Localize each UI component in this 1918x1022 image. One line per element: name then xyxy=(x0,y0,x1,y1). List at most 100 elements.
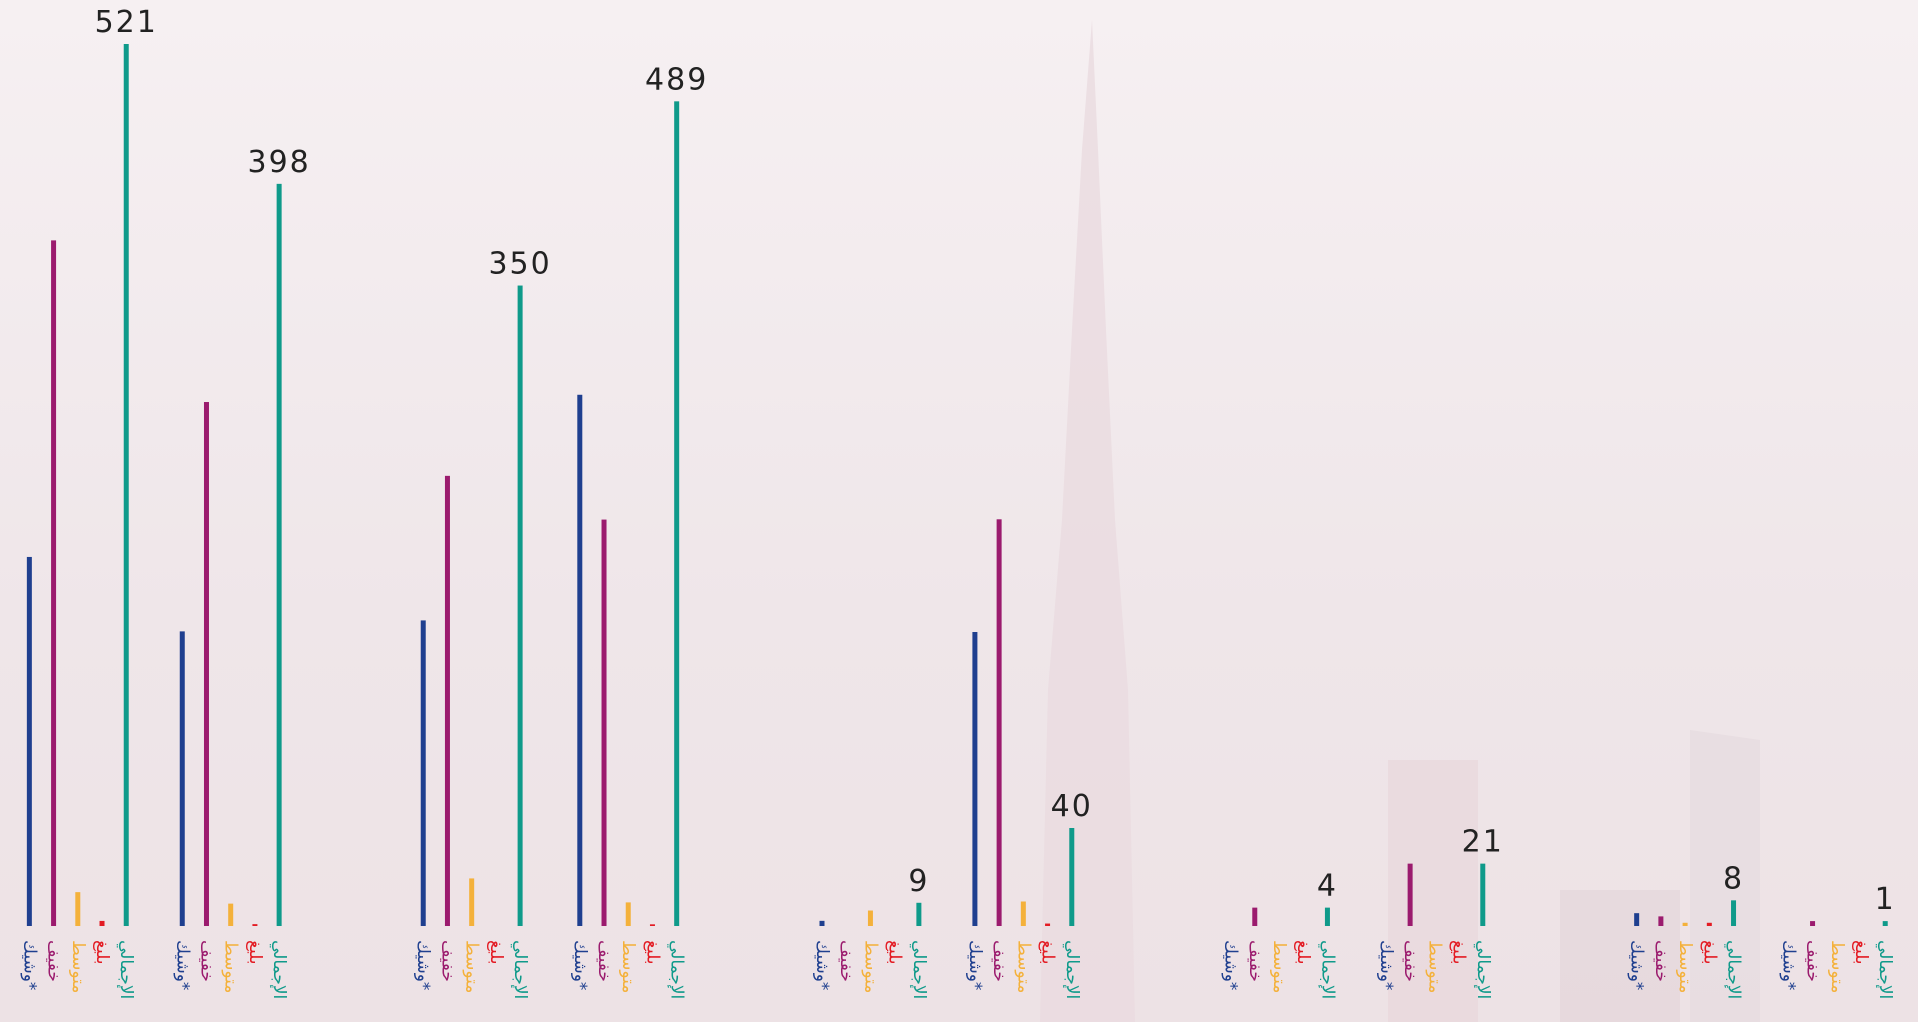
bar-label: الإجمالي xyxy=(909,940,929,999)
bar xyxy=(1731,900,1737,926)
bar xyxy=(1069,828,1075,926)
bar-label: خفيف xyxy=(1803,940,1823,982)
bar-label: وشيك* xyxy=(1376,940,1396,990)
bar-label: الإجمالي xyxy=(116,940,136,999)
bar-label: خفيف xyxy=(44,940,64,982)
bar-label: الإجمالي xyxy=(1473,940,1493,999)
bar xyxy=(51,240,57,926)
building xyxy=(1690,730,1760,1022)
bar xyxy=(1682,922,1688,926)
bar-label: وشيك* xyxy=(19,940,39,990)
bar-label: بليغ xyxy=(1038,940,1058,965)
bar-label: الإجمالي xyxy=(1875,940,1895,999)
bar xyxy=(444,475,450,926)
bar xyxy=(1634,913,1640,926)
value-label: 521 xyxy=(95,5,158,40)
bar xyxy=(1706,922,1712,926)
bar-label: وشيك* xyxy=(413,940,433,990)
bar-label: خفيف xyxy=(836,940,856,982)
bar-label: متوسط xyxy=(618,940,638,993)
bar-label: بليغ xyxy=(92,940,112,965)
bar xyxy=(469,878,475,926)
bar xyxy=(203,402,209,927)
bar xyxy=(252,924,258,926)
bar-label: وشيك* xyxy=(172,940,192,990)
bar xyxy=(1407,863,1413,926)
bar-label: بليغ xyxy=(1699,940,1719,965)
bar xyxy=(1252,907,1258,926)
bar xyxy=(1324,907,1330,926)
bar xyxy=(649,924,655,926)
bar-label: وشيك* xyxy=(1627,940,1647,990)
bar-label: خفيف xyxy=(989,940,1009,982)
bar-label: متوسط xyxy=(1269,940,1289,993)
value-label: 40 xyxy=(1051,789,1093,824)
bar-label: خفيف xyxy=(437,940,457,982)
bar-label: بليغ xyxy=(885,940,905,965)
value-label: 350 xyxy=(488,247,551,282)
bar xyxy=(99,920,105,926)
value-label: 8 xyxy=(1723,861,1744,896)
bar xyxy=(577,394,583,927)
value-label: 21 xyxy=(1462,825,1504,860)
bar xyxy=(972,632,978,926)
bar-label: بليغ xyxy=(486,940,506,965)
bar xyxy=(1480,863,1486,926)
tower-silhouette xyxy=(1040,20,1135,1022)
bar-label: متوسط xyxy=(1013,940,1033,993)
building xyxy=(1560,890,1680,1022)
bar-label: خفيف xyxy=(594,940,614,982)
bar xyxy=(420,620,426,926)
bar xyxy=(625,902,631,926)
value-label: 4 xyxy=(1317,869,1338,904)
bar xyxy=(674,101,680,926)
bar-label: متوسط xyxy=(1827,940,1847,993)
bar xyxy=(1045,923,1051,926)
building xyxy=(1388,760,1478,1022)
bar-label: الإجمالي xyxy=(510,940,530,999)
bar xyxy=(179,631,185,926)
bar-label: الإجمالي xyxy=(1724,940,1744,999)
bar-label: متوسط xyxy=(68,940,88,993)
value-label: 398 xyxy=(248,145,311,180)
bar xyxy=(75,892,81,926)
bar-label: متوسط xyxy=(1424,940,1444,993)
bar xyxy=(996,519,1002,926)
value-label: 9 xyxy=(908,864,929,899)
bar-label: متوسط xyxy=(860,940,880,993)
bar-label: وشيك* xyxy=(965,940,985,990)
bar-label: وشيك* xyxy=(570,940,590,990)
bar-label: بليغ xyxy=(245,940,265,965)
bar-label: بليغ xyxy=(1851,940,1871,965)
bar xyxy=(1020,901,1026,926)
bar xyxy=(517,285,523,926)
bar-label: متوسط xyxy=(462,940,482,993)
bar xyxy=(867,910,873,926)
bar-label: خفيف xyxy=(1245,940,1265,982)
value-label: 1 xyxy=(1875,882,1896,917)
bar xyxy=(819,920,825,926)
bar-label: الإجمالي xyxy=(269,940,289,999)
bar-label: متوسط xyxy=(1675,940,1695,993)
bar xyxy=(1658,916,1664,926)
bar xyxy=(1810,921,1816,926)
bar xyxy=(601,519,607,926)
bar-label: وشيك* xyxy=(812,940,832,990)
bar-label: الإجمالي xyxy=(1062,940,1082,999)
bar-label: وشيك* xyxy=(1778,940,1798,990)
bar-label: الإجمالي xyxy=(1317,940,1337,999)
bar-label: خفيف xyxy=(1400,940,1420,982)
bar-label: الإجمالي xyxy=(667,940,687,999)
bar-label: بليغ xyxy=(1293,940,1313,965)
bar-label: متوسط xyxy=(221,940,241,993)
bar xyxy=(916,902,922,926)
value-label: 489 xyxy=(645,62,708,97)
bar-label: وشيك* xyxy=(1221,940,1241,990)
bar xyxy=(123,44,129,926)
bar-label: بليغ xyxy=(642,940,662,965)
bar xyxy=(1882,921,1888,926)
bar-label: خفيف xyxy=(196,940,216,982)
